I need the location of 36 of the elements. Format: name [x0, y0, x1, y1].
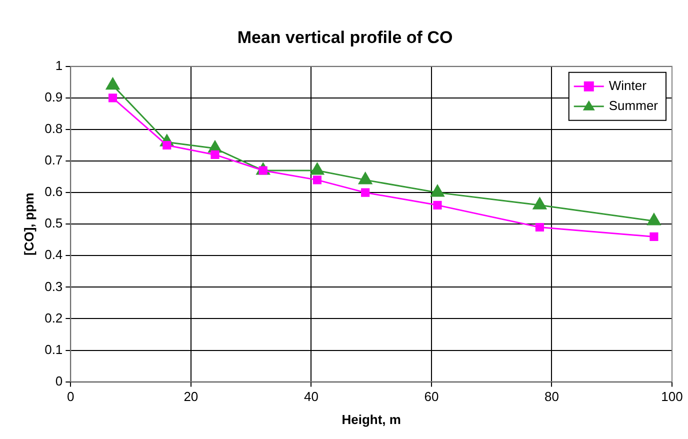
- legend-label: Summer: [608, 98, 659, 113]
- point: [210, 150, 220, 159]
- y-tick-label: 1: [55, 58, 63, 73]
- y-tick-label: 0.7: [44, 152, 63, 168]
- point: [430, 184, 444, 197]
- y-tick-label: 0.2: [44, 310, 63, 326]
- x-tick-label: 100: [661, 389, 683, 404]
- y-tick-label: 0.4: [44, 247, 63, 262]
- y-tick-label: 0.5: [44, 216, 63, 231]
- point: [433, 200, 442, 210]
- y-tick-label: 0.6: [44, 184, 63, 200]
- point: [647, 213, 661, 226]
- y-tick-label: 0.3: [44, 278, 63, 294]
- x-tick-label: 0: [67, 389, 74, 404]
- point: [162, 140, 172, 150]
- y-tick-label: 0.1: [44, 342, 63, 357]
- y-tick-label: 0: [55, 373, 63, 388]
- chart-title: Mean vertical profile of CO: [237, 28, 453, 47]
- point: [106, 78, 120, 90]
- x-tick-label: 20: [184, 389, 198, 404]
- point: [312, 176, 322, 184]
- point: [535, 222, 544, 232]
- point: [650, 232, 658, 241]
- legend-label: Winter: [608, 78, 648, 93]
- x-tick-label: 40: [304, 389, 318, 404]
- x-tick-label: 60: [424, 389, 439, 404]
- point: [358, 172, 372, 184]
- x-axis-title: Height, m: [342, 412, 401, 427]
- y-tick-label: 0.9: [44, 90, 63, 105]
- point: [361, 188, 370, 197]
- point: [310, 162, 324, 175]
- point: [532, 197, 547, 210]
- x-tick-label: 80: [544, 389, 559, 404]
- y-axis-title: [CO], ppm: [21, 192, 36, 256]
- y-tick-label: 0.8: [44, 121, 63, 136]
- point: [108, 94, 118, 102]
